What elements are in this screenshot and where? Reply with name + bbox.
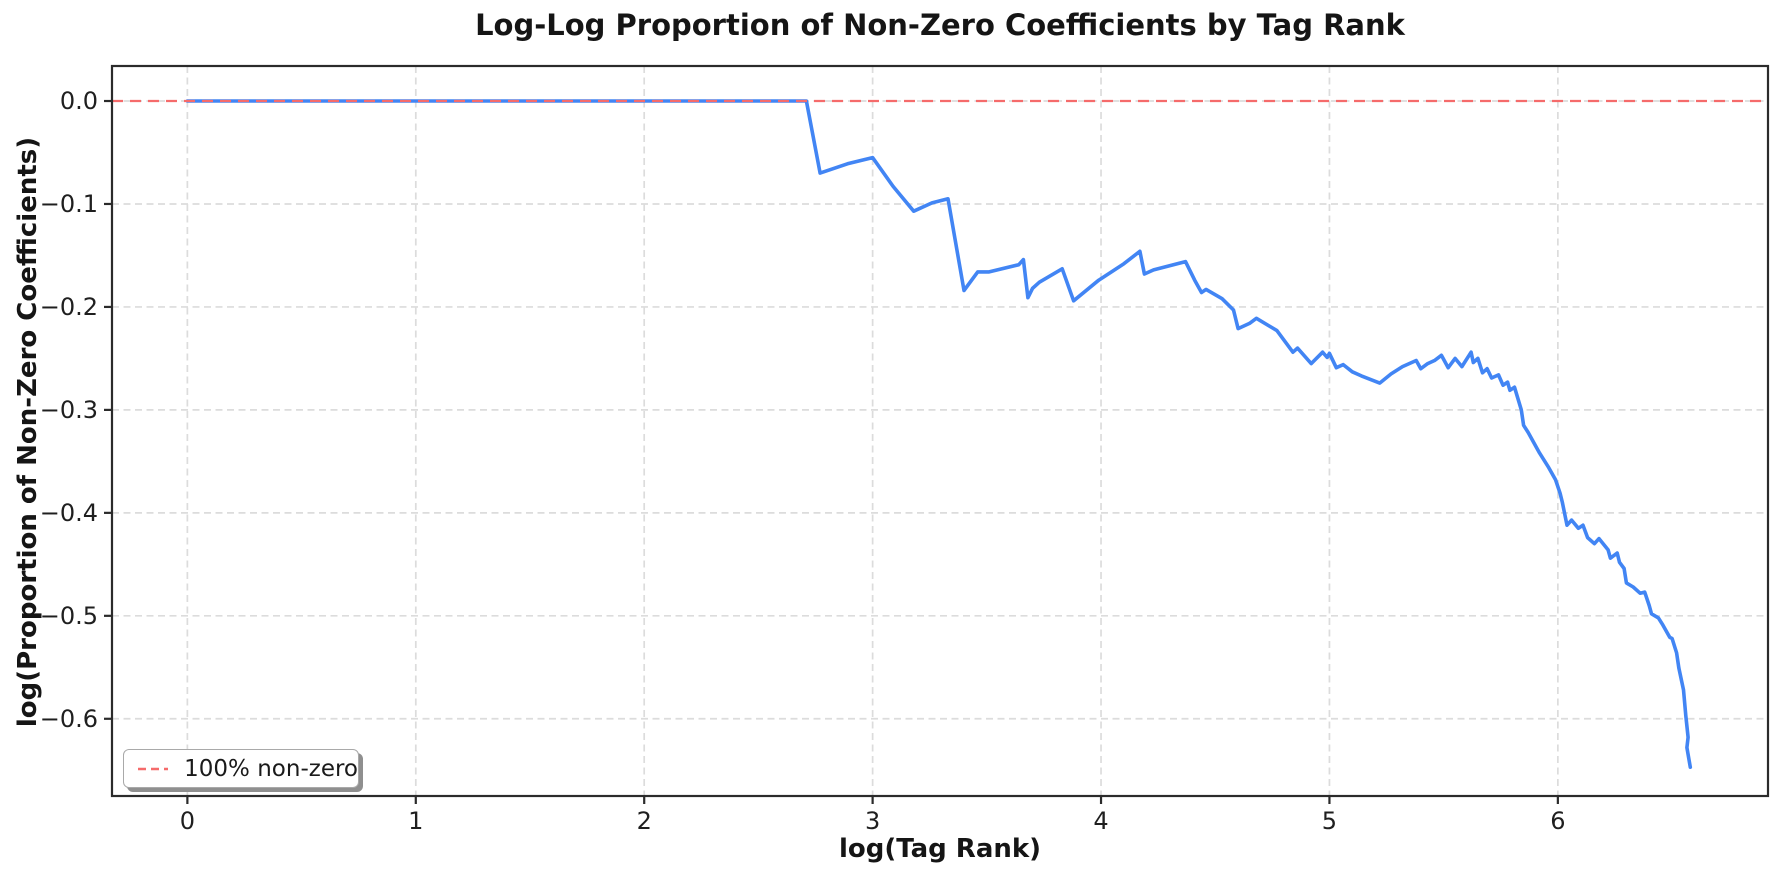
x-tick-label: 5 <box>1322 807 1337 835</box>
y-tick-label: −0.1 <box>40 190 98 218</box>
y-tick-label: −0.2 <box>40 293 98 321</box>
y-tick-label: 0.0 <box>60 87 98 115</box>
y-tick-label: −0.3 <box>40 396 98 424</box>
x-tick-label: 3 <box>865 807 880 835</box>
x-tick-label: 0 <box>180 807 195 835</box>
legend-entry-label: 100% non-zero <box>184 755 358 782</box>
y-tick-label: −0.6 <box>40 705 98 733</box>
legend-dashed-line-icon <box>138 767 169 770</box>
y-tick-label: −0.4 <box>40 499 98 527</box>
y-axis-label: log(Proportion of Non-Zero Coefficients) <box>13 136 43 728</box>
x-axis-label: log(Tag Rank) <box>838 834 1042 864</box>
series-line <box>185 99 1693 770</box>
x-tick-label: 6 <box>1550 807 1565 835</box>
x-tick-label: 4 <box>1093 807 1108 835</box>
x-tick-label: 2 <box>637 807 652 835</box>
axis-frame <box>110 64 1770 798</box>
legend: 100% non-zero <box>123 749 359 788</box>
chart-title: Log-Log Proportion of Non-Zero Coefficie… <box>475 8 1405 42</box>
x-tick-label: 1 <box>408 807 423 835</box>
y-tick-label: −0.5 <box>40 602 98 630</box>
